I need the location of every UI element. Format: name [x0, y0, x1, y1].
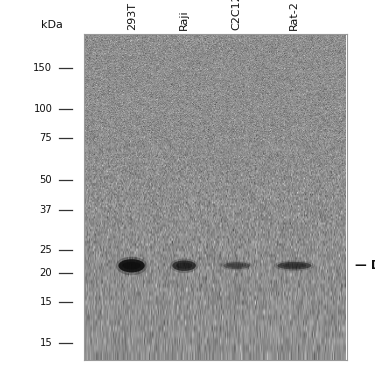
Text: 75: 75 [40, 134, 52, 144]
Text: kDa: kDa [41, 21, 63, 30]
Ellipse shape [172, 261, 196, 271]
Ellipse shape [170, 258, 198, 273]
Text: Rat-2: Rat-2 [290, 1, 299, 30]
Ellipse shape [274, 260, 315, 271]
Text: 50: 50 [40, 175, 52, 185]
Text: 293T: 293T [127, 3, 136, 30]
Ellipse shape [224, 262, 250, 269]
Text: C2C12: C2C12 [232, 0, 242, 30]
Ellipse shape [122, 262, 141, 270]
Text: Raji: Raji [179, 10, 189, 30]
Text: — DHFR: — DHFR [355, 259, 375, 272]
Ellipse shape [282, 263, 306, 268]
Ellipse shape [221, 261, 252, 271]
Text: 15: 15 [40, 297, 52, 307]
Text: 20: 20 [40, 268, 52, 278]
Text: 150: 150 [33, 63, 52, 73]
Ellipse shape [277, 262, 311, 270]
Ellipse shape [176, 262, 192, 269]
Text: 37: 37 [40, 206, 52, 215]
Text: 15: 15 [40, 339, 52, 348]
Ellipse shape [116, 257, 147, 275]
Ellipse shape [227, 264, 246, 268]
Text: 25: 25 [40, 245, 52, 255]
Ellipse shape [118, 259, 145, 273]
Text: 100: 100 [33, 104, 52, 114]
